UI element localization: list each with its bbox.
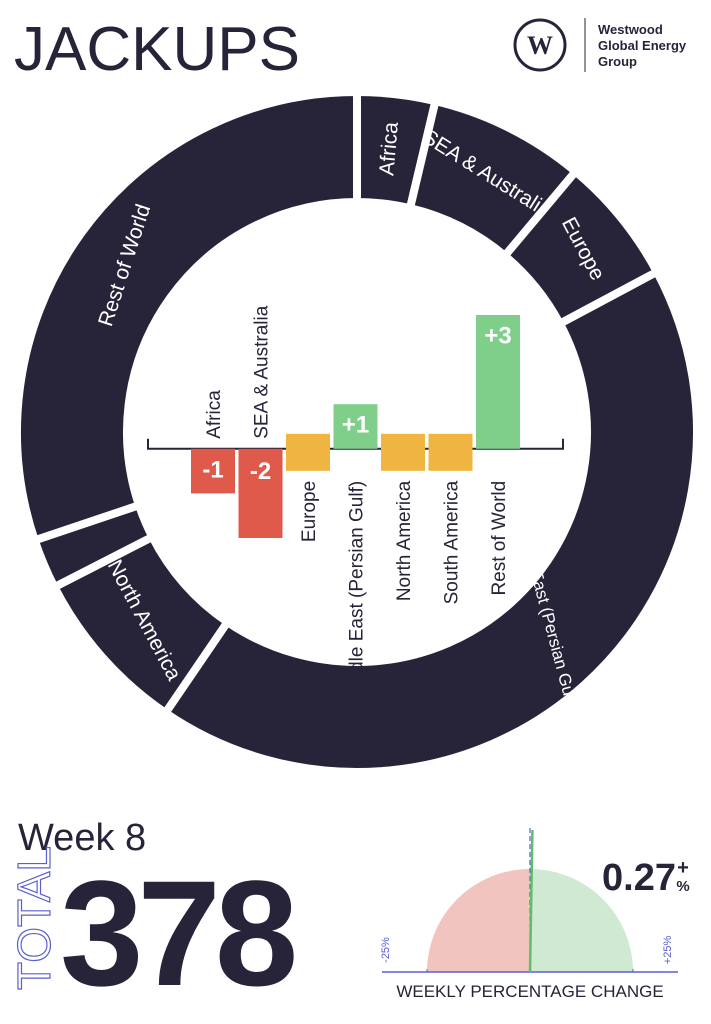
logo-mark: W bbox=[527, 31, 553, 60]
bar-category-label: South America bbox=[442, 480, 463, 604]
donut-segment bbox=[159, 266, 701, 776]
bar-category-label: Middle East (Persian Gulf) bbox=[347, 481, 368, 703]
donut-segment bbox=[13, 87, 361, 546]
gauge-sign: + bbox=[677, 857, 689, 879]
gauge-title: WEEKLY PERCENTAGE CHANGE bbox=[396, 982, 663, 1001]
segment-label: Africa bbox=[375, 121, 403, 177]
gauge-negative bbox=[427, 869, 530, 972]
bar bbox=[191, 448, 235, 494]
gauge-tick-label: +25% bbox=[662, 936, 674, 965]
gauge-tick-label: -25% bbox=[380, 937, 392, 963]
bar bbox=[428, 433, 473, 471]
gauge-needle bbox=[528, 829, 534, 973]
bar-value-label: -2 bbox=[250, 458, 271, 485]
bar-category-label: Africa bbox=[204, 390, 225, 439]
bar-category-label: North America bbox=[394, 480, 415, 601]
bar bbox=[286, 433, 330, 471]
logo-text: Westwood bbox=[598, 22, 663, 37]
bar-category-label: Rest of World bbox=[489, 481, 510, 596]
gauge-value-label: 0.27 bbox=[602, 857, 676, 899]
bar-value-label: +3 bbox=[484, 322, 511, 349]
bar-category-label: SEA & Australia bbox=[252, 305, 273, 439]
week-label: Week 8 bbox=[18, 817, 146, 859]
bar-value-label: -1 bbox=[202, 456, 223, 483]
page-title: JACKUPS bbox=[14, 15, 300, 84]
bar bbox=[381, 433, 425, 471]
gauge-positive bbox=[530, 869, 633, 972]
logo-text: Group bbox=[598, 54, 637, 69]
bar-value-label: +1 bbox=[342, 412, 369, 439]
total-label: TOTAL bbox=[8, 846, 60, 990]
bar bbox=[476, 315, 520, 449]
bar bbox=[333, 404, 378, 449]
total-value: 378 bbox=[60, 849, 294, 1017]
logo-ring bbox=[513, 18, 567, 72]
logo-text: Global Energy bbox=[598, 38, 687, 53]
gauge-unit: % bbox=[676, 878, 689, 895]
bar bbox=[238, 448, 283, 538]
bar-category-label: Europe bbox=[299, 481, 320, 542]
